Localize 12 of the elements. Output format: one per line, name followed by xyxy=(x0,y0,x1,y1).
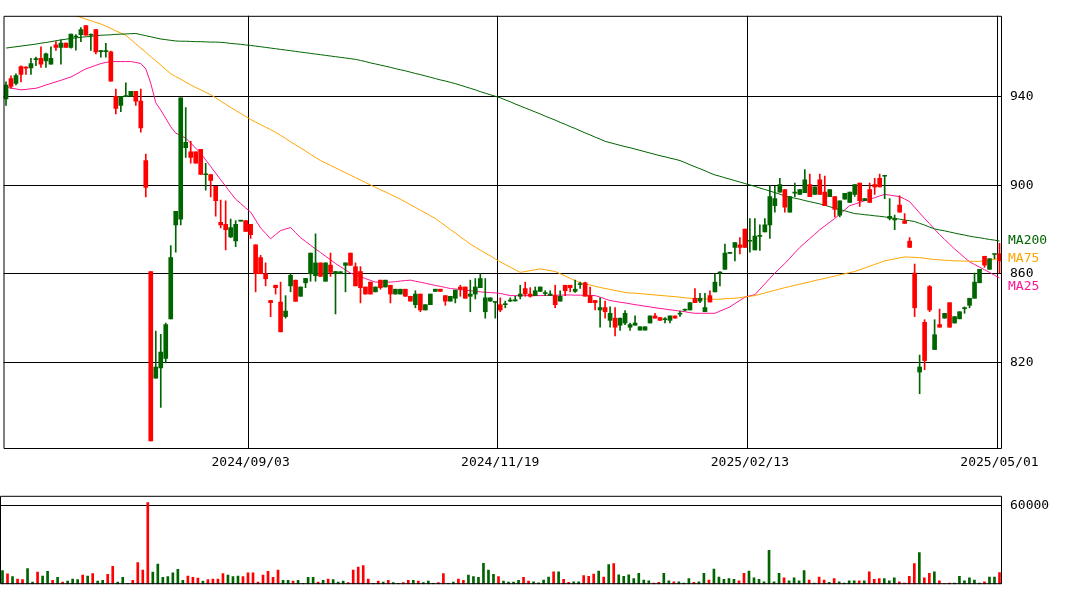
series-label: MA25 xyxy=(1008,278,1040,294)
x-tick-label: 2024/11/19 xyxy=(461,454,540,470)
y-tick-label: 60000 xyxy=(1010,497,1050,513)
y-tick-label: 860 xyxy=(1010,265,1034,281)
x-tick-label: 2025/02/13 xyxy=(710,454,790,470)
y-tick-label: 900 xyxy=(1010,176,1034,192)
y-tick-label: 820 xyxy=(1010,353,1034,369)
x-tick-label: 2025/05/01 xyxy=(960,454,1039,470)
series-label: MA200 xyxy=(1008,232,1048,248)
x-tick-label: 2024/09/03 xyxy=(211,454,290,470)
y-tick-label: 940 xyxy=(1010,88,1034,104)
series-label: MA75 xyxy=(1008,250,1040,266)
